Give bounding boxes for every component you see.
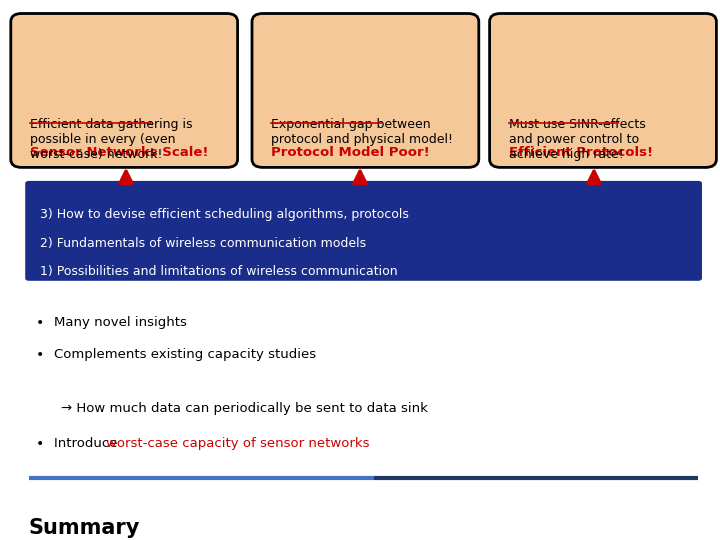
Text: Complements existing capacity studies: Complements existing capacity studies <box>54 348 316 361</box>
Text: Must use SINR-effects
and power control to
achieve high rate!: Must use SINR-effects and power control … <box>509 118 646 161</box>
Text: Protocol Model Poor!: Protocol Model Poor! <box>271 146 430 159</box>
Text: Sensor Networks Scale!: Sensor Networks Scale! <box>30 146 209 159</box>
Text: Exponential gap between
protocol and physical model!: Exponential gap between protocol and phy… <box>271 118 454 146</box>
FancyBboxPatch shape <box>11 14 238 167</box>
Text: •: • <box>36 316 44 330</box>
Text: •: • <box>36 437 44 451</box>
Text: → How much data can periodically be sent to data sink: → How much data can periodically be sent… <box>61 402 428 415</box>
Text: Introduce: Introduce <box>54 437 122 450</box>
FancyBboxPatch shape <box>25 181 702 281</box>
Text: Efficient Protocols!: Efficient Protocols! <box>509 146 653 159</box>
Text: 2) Fundamentals of wireless communication models: 2) Fundamentals of wireless communicatio… <box>40 237 366 249</box>
Text: 1) Possibilities and limitations of wireless communication: 1) Possibilities and limitations of wire… <box>40 265 397 278</box>
Text: 3) How to devise efficient scheduling algorithms, protocols: 3) How to devise efficient scheduling al… <box>40 208 408 221</box>
Text: Efficient data gathering is
possible in every (even
worst-case) network!: Efficient data gathering is possible in … <box>30 118 193 161</box>
FancyBboxPatch shape <box>252 14 479 167</box>
Text: Many novel insights: Many novel insights <box>54 316 187 329</box>
Text: •: • <box>36 348 44 362</box>
Text: Summary: Summary <box>29 518 140 538</box>
Text: worst-case capacity of sensor networks: worst-case capacity of sensor networks <box>106 437 369 450</box>
FancyBboxPatch shape <box>490 14 716 167</box>
